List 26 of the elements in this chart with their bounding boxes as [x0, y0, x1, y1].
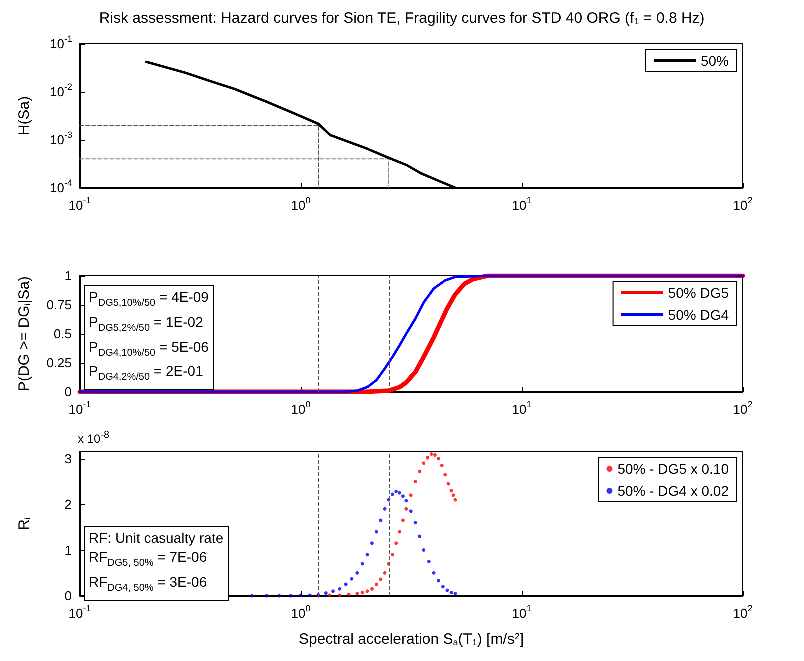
y-tick-label: 0.25	[46, 356, 72, 370]
y-tick-label: 0	[64, 588, 72, 604]
annotation: P$_{DG4,10%/50}$ = 5E-06	[89, 338, 209, 358]
y-tick-label: 1	[64, 542, 72, 558]
y-tick-label: 1	[64, 268, 72, 284]
annotation: P$_{DG5,2%/50}$ = 1E-02	[89, 314, 204, 334]
annotation: RF$_{DG5, 50%}$ = 7E-06	[89, 549, 208, 569]
legend-label: 50% - DG4 x 0.02	[618, 483, 730, 499]
legend-label: 50% DG4	[668, 307, 730, 323]
chart-title: Risk assessment: Hazard curves for Sion TE, Fragility curves for STD 40 ORG (f1 = 0.8 Hz)	[99, 10, 705, 27]
legend-label: 50%	[700, 53, 730, 69]
y-tick-label: 0.75	[46, 298, 72, 312]
y-axis-title: H(Sa)	[16, 96, 33, 136]
annotation: RF: Unit casualty rate	[89, 530, 224, 546]
y-axis-title: P(DG >= DGi|Sa)	[16, 276, 33, 392]
y-tick-label: 3	[64, 451, 72, 466]
y-axis-title: Ri	[16, 518, 33, 530]
y-tick-label: 0	[64, 384, 72, 400]
legend-label: 50% DG5	[668, 285, 730, 301]
y-tick-label: 2	[64, 497, 72, 512]
annotation: P$_{DG4,2%/50}$ = 2E-01	[89, 363, 204, 384]
text: x 10$^{-8}$	[78, 430, 110, 446]
legend-label: 50% - DG5 x 0.10	[618, 461, 730, 477]
y-tick-label: 0.5	[54, 326, 72, 342]
annotation: RF$_{DG4, 50%}$ = 3E-06	[89, 574, 208, 594]
annotation: P$_{DG5,10%/50}$ = 4E-09	[89, 289, 209, 309]
